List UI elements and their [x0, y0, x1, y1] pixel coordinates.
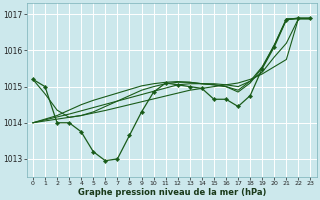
- X-axis label: Graphe pression niveau de la mer (hPa): Graphe pression niveau de la mer (hPa): [77, 188, 266, 197]
